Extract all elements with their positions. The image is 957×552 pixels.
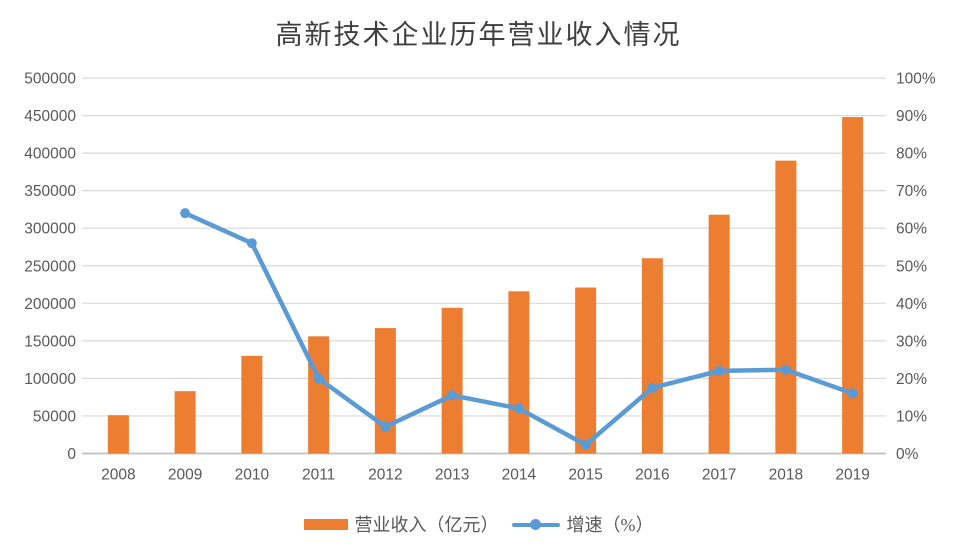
bar-2017 xyxy=(708,214,730,454)
bar-2010 xyxy=(241,355,263,454)
bar-2012 xyxy=(374,328,396,454)
y-axis-left-tick-label: 450000 xyxy=(24,108,76,125)
growth-line-point-2018 xyxy=(780,364,791,375)
legend-label-growth: 增速（%） xyxy=(566,515,654,535)
legend-label-revenue: 营业收入（亿元） xyxy=(354,515,499,535)
growth-line-point-2017 xyxy=(714,365,725,376)
y-axis-left-tick-label: 250000 xyxy=(24,258,76,275)
bar-2008 xyxy=(107,415,129,454)
line-series-swatch-icon xyxy=(511,518,560,530)
y-axis-left-tick-label: 400000 xyxy=(24,146,76,163)
y-axis-right-tick-label: 70% xyxy=(896,183,927,200)
bar-2015 xyxy=(575,287,597,454)
y-axis-left-tick-label: 200000 xyxy=(24,296,76,313)
y-axis-left-tick-label: 500000 xyxy=(24,71,76,88)
y-axis-right-tick-label: 40% xyxy=(896,296,927,313)
x-axis-tick-label: 2019 xyxy=(835,467,869,484)
y-axis-right-tick-label: 30% xyxy=(896,333,927,350)
bar-2016 xyxy=(641,258,663,454)
bar-2019 xyxy=(842,117,864,454)
growth-line-point-2014 xyxy=(513,403,524,414)
y-axis-right-tick-label: 100% xyxy=(896,71,936,88)
y-axis-right-tick-label: 0% xyxy=(896,446,919,463)
x-axis-tick-label: 2013 xyxy=(435,467,469,484)
legend-item-revenue: 营业收入（亿元） xyxy=(303,511,499,537)
x-axis-tick-label: 2011 xyxy=(302,467,335,484)
x-axis-tick-label: 2009 xyxy=(168,467,202,484)
x-axis-tick-label: 2016 xyxy=(635,467,669,484)
legend-item-growth: 增速（%） xyxy=(511,511,654,537)
y-axis-right-tick-label: 10% xyxy=(896,408,927,425)
growth-line-point-2012 xyxy=(380,421,391,432)
x-axis-tick-label: 2014 xyxy=(502,467,537,484)
y-axis-right-tick-label: 50% xyxy=(896,258,927,275)
growth-line-point-2013 xyxy=(447,390,458,401)
growth-line-point-2015 xyxy=(580,439,591,450)
y-axis-left-tick-label: 50000 xyxy=(33,408,76,425)
y-axis-left-tick-label: 0 xyxy=(67,446,76,463)
growth-line-point-2016 xyxy=(647,382,658,393)
bar-2014 xyxy=(508,291,530,454)
bar-2018 xyxy=(775,160,797,454)
growth-line-point-2009 xyxy=(180,208,191,219)
y-axis-right-tick-label: 20% xyxy=(896,371,927,388)
bar-series-swatch-icon xyxy=(303,518,348,530)
x-axis-tick-label: 2012 xyxy=(368,467,402,484)
x-axis-tick-label: 2018 xyxy=(769,467,803,484)
x-axis-tick-label: 2008 xyxy=(101,467,135,484)
x-axis-tick-label: 2015 xyxy=(568,467,602,484)
y-axis-right-tick-label: 90% xyxy=(896,108,927,125)
growth-line-point-2011 xyxy=(313,373,324,384)
chart-title: 高新技术企业历年营业收入情况 xyxy=(275,20,682,50)
y-axis-left-tick-label: 300000 xyxy=(24,221,76,238)
growth-line-point-2010 xyxy=(246,238,257,249)
y-axis-left-tick-label: 150000 xyxy=(24,333,76,350)
x-axis-tick-label: 2017 xyxy=(702,467,736,484)
y-axis-left-tick-label: 350000 xyxy=(24,183,76,200)
y-axis-right-tick-label: 80% xyxy=(896,146,927,163)
bar-2013 xyxy=(441,307,463,454)
y-axis-right-tick-label: 60% xyxy=(896,221,927,238)
y-axis-left-tick-label: 100000 xyxy=(24,371,76,388)
legend: 营业收入（亿元） 增速（%） xyxy=(0,511,957,537)
bar-2011 xyxy=(308,336,330,454)
growth-line-point-2019 xyxy=(847,388,858,399)
bar-2009 xyxy=(174,391,196,454)
x-axis-tick-label: 2010 xyxy=(235,467,270,484)
